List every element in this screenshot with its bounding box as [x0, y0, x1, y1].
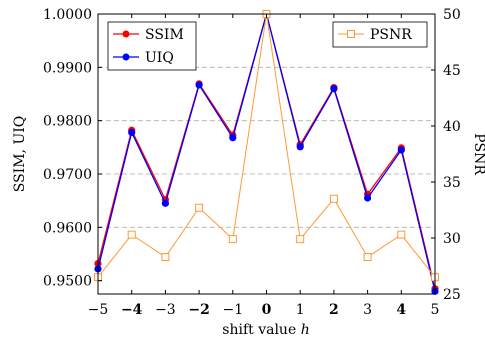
y-left-tick-label: 0.9700 — [43, 167, 92, 183]
x-tick-label: 3 — [363, 302, 372, 318]
point-uiq — [195, 81, 203, 89]
point-psnr — [228, 235, 237, 244]
legend-marker-psnr — [347, 30, 355, 38]
point-uiq — [364, 194, 372, 202]
point-uiq — [128, 128, 136, 136]
point-psnr — [195, 203, 204, 212]
point-psnr — [397, 230, 406, 239]
y-left-tick-label: 0.9900 — [43, 60, 92, 76]
point-psnr — [363, 253, 372, 262]
x-tick-label: −3 — [155, 302, 176, 318]
point-uiq — [330, 85, 338, 93]
legend-right: PSNR — [332, 21, 428, 48]
y-left-axis-label: SSIM, UIQ — [12, 116, 28, 193]
point-uiq — [296, 143, 304, 151]
y-right-axis-label: PSNR — [471, 133, 485, 175]
x-tick-label: 0 — [262, 302, 272, 318]
x-tick-label: −1 — [222, 302, 243, 318]
x-axis-label: shift value h — [222, 322, 309, 338]
legend-marker-ssim — [122, 30, 130, 38]
y-right-tick-label: 25 — [443, 287, 461, 303]
x-tick-label: 1 — [296, 302, 305, 318]
y-right-tick-label: 40 — [443, 119, 461, 135]
point-psnr — [329, 194, 338, 203]
x-tick-label: 4 — [396, 302, 406, 318]
y-left-tick-label: 0.9600 — [43, 220, 92, 236]
y-right-tick-label: 50 — [443, 7, 461, 23]
y-right-tick-label: 30 — [443, 231, 461, 247]
y-left-tick-label: 1.0000 — [43, 7, 92, 23]
x-tick-label: 2 — [329, 302, 339, 318]
legend-left: SSIM UIQ — [107, 21, 197, 71]
legend-label-uiq: UIQ — [145, 50, 174, 66]
point-psnr — [161, 253, 170, 262]
y-right-tick-label: 45 — [443, 63, 461, 79]
tick-labels: 0.95000.96000.97000.98000.99001.00002530… — [43, 7, 461, 318]
y-right-tick-label: 35 — [443, 175, 461, 191]
point-uiq — [397, 146, 405, 154]
point-psnr — [296, 235, 305, 244]
axis-ticks — [97, 13, 436, 295]
y-left-tick-label: 0.9500 — [43, 274, 92, 290]
x-tick-label: −5 — [88, 302, 109, 318]
y-left-tick-label: 0.9800 — [43, 114, 92, 130]
x-tick-label: 5 — [431, 302, 440, 318]
point-uiq — [161, 199, 169, 207]
x-tick-label: −2 — [188, 302, 209, 318]
point-uiq — [229, 134, 237, 142]
legend-label-psnr: PSNR — [370, 27, 412, 43]
legend-marker-uiq — [122, 53, 130, 61]
legend-label-ssim: SSIM — [145, 27, 184, 43]
x-tick-label: −4 — [121, 302, 143, 318]
point-psnr — [127, 230, 136, 239]
grid-lines — [98, 66, 435, 228]
